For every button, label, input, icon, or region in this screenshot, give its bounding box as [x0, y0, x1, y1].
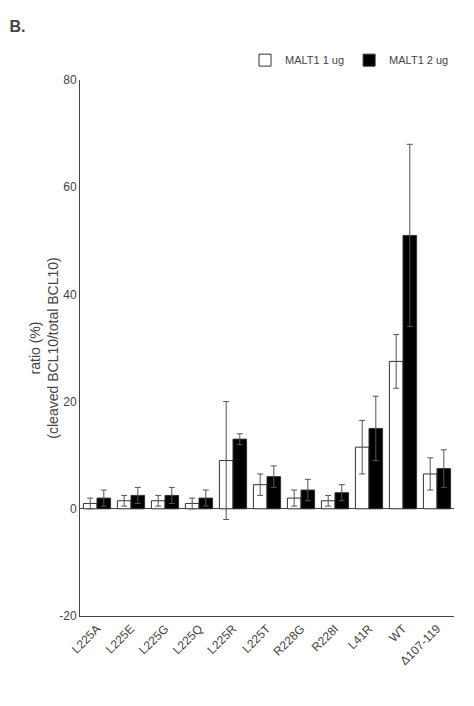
- svg-text:L225T: L225T: [239, 621, 273, 655]
- svg-text:L225Q: L225Q: [170, 622, 205, 657]
- svg-text:80: 80: [63, 73, 77, 87]
- svg-text:0: 0: [70, 502, 77, 516]
- svg-text:WT: WT: [386, 621, 410, 645]
- svg-text:-20: -20: [59, 609, 77, 623]
- svg-text:L225G: L225G: [136, 622, 171, 657]
- svg-text:Δ107-119: Δ107-119: [397, 622, 443, 668]
- svg-text:L41R: L41R: [345, 622, 375, 652]
- svg-text:60: 60: [63, 180, 77, 194]
- svg-text:ratio (%)(cleaved BCL10/total: ratio (%)(cleaved BCL10/total BCL10): [27, 257, 61, 438]
- svg-text:MALT1 1 ug: MALT1 1 ug: [285, 54, 344, 66]
- svg-text:L225E: L225E: [103, 622, 137, 656]
- svg-text:R228G: R228G: [271, 622, 308, 659]
- svg-text:40: 40: [63, 288, 77, 302]
- svg-text:20: 20: [63, 395, 77, 409]
- svg-text:L225R: L225R: [204, 622, 239, 657]
- svg-text:L225A: L225A: [69, 622, 103, 656]
- svg-text:R228I: R228I: [309, 622, 342, 655]
- svg-text:B.: B.: [9, 18, 25, 35]
- svg-text:MALT1 2 ug: MALT1 2 ug: [389, 54, 448, 66]
